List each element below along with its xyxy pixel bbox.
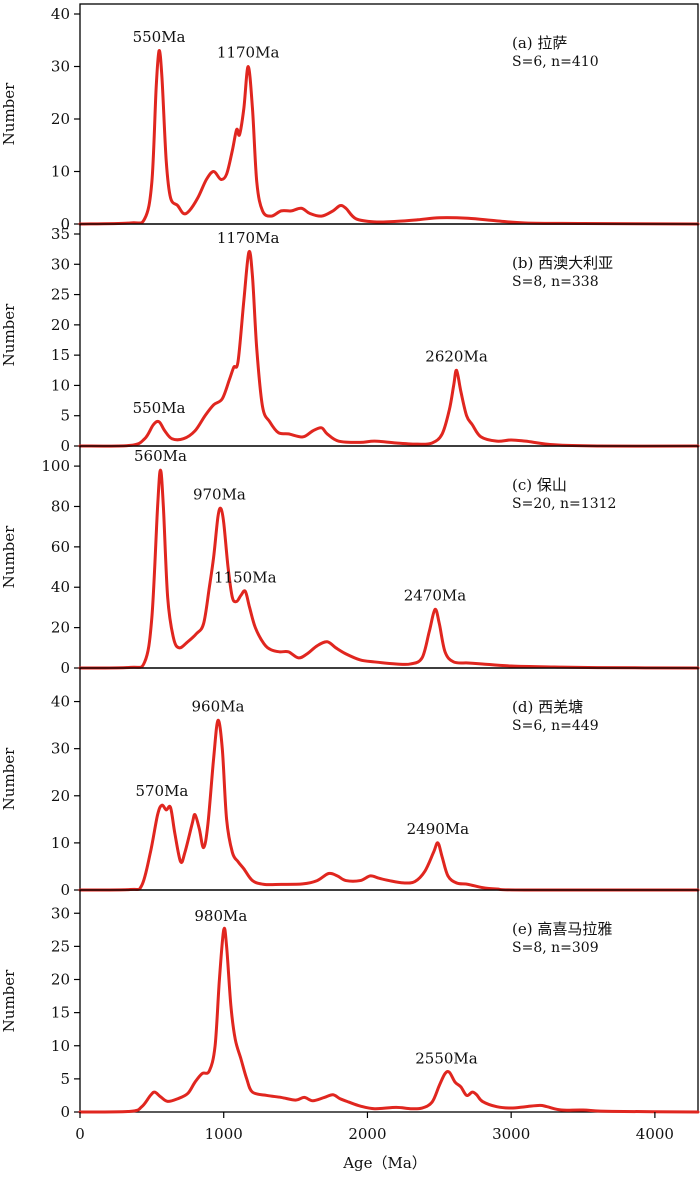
y-tick-label: 25 xyxy=(51,286,70,304)
peak-label: 1170Ma xyxy=(217,229,280,247)
y-axis-title: Number xyxy=(0,303,18,366)
peak-label: 980Ma xyxy=(194,907,247,925)
age-distribution-line xyxy=(78,718,700,892)
y-tick-label: 30 xyxy=(51,58,70,76)
y-tick-label: 0 xyxy=(60,437,70,455)
age-distribution-line xyxy=(78,468,700,670)
panel-b: 0 5 10 15 20 25 30 35 Number 550Ma 1170Ma 2620Ma (b)… xyxy=(0,223,700,455)
y-tick-label: 100 xyxy=(41,457,70,475)
y-tick-label: 20 xyxy=(51,619,70,637)
y-tick-label: 35 xyxy=(51,225,70,243)
peak-label: 970Ma xyxy=(193,485,246,503)
y-tick-label: 15 xyxy=(51,1004,70,1022)
y-tick-label: 5 xyxy=(60,1070,70,1088)
x-tick-label: 4000 xyxy=(636,1125,674,1143)
y-tick-label: 40 xyxy=(51,693,70,711)
panel-label: (e) 高喜马拉雅 xyxy=(512,920,612,938)
y-tick-label: 10 xyxy=(51,376,70,394)
panel-c: 0 20 40 60 80 100 Number 560Ma 970Ma 1150Ma 2470Ma… xyxy=(0,445,700,677)
x-tick-label: 0 xyxy=(75,1125,85,1143)
panel-label: (d) 西羌塘 xyxy=(512,698,583,716)
x-tick-label: 1000 xyxy=(205,1125,243,1143)
panel-group: 0 10 20 30 40 Number 550Ma 1170Ma (a) 拉萨 S=6, n=4… xyxy=(0,3,700,1121)
panel-d: 0 10 20 30 40 Number 570Ma 960Ma 2490Ma (d) 西羌塘 S=… xyxy=(0,667,700,899)
y-axis-title: Number xyxy=(0,969,18,1032)
panel-frame xyxy=(79,667,699,891)
y-tick-label: 25 xyxy=(51,937,70,955)
y-tick-label: 40 xyxy=(51,5,70,23)
y-tick-label: 10 xyxy=(51,834,70,852)
y-tick-label: 5 xyxy=(60,407,70,425)
age-distribution-line xyxy=(78,926,700,1114)
panel-label: (b) 西澳大利亚 xyxy=(512,254,613,272)
peak-label: 1150Ma xyxy=(214,568,277,586)
peak-label: 550Ma xyxy=(133,399,186,417)
peak-label: 960Ma xyxy=(192,697,245,715)
y-tick-label: 0 xyxy=(60,215,70,233)
peak-label: 2470Ma xyxy=(404,586,467,604)
y-tick-label: 10 xyxy=(51,163,70,181)
y-tick-label: 0 xyxy=(60,659,70,677)
y-tick-label: 15 xyxy=(51,346,70,364)
y-axis-title: Number xyxy=(0,747,18,810)
y-tick-label: 10 xyxy=(51,1037,70,1055)
peak-label: 560Ma xyxy=(134,447,187,465)
y-tick-label: 30 xyxy=(51,904,70,922)
peak-label: 2550Ma xyxy=(415,1049,478,1067)
age-distribution-line xyxy=(78,249,700,448)
panel-e: 0 5 10 15 20 25 30 Number 980Ma 2550Ma (e) 高喜马拉雅 S=… xyxy=(0,889,700,1121)
y-tick-label: 40 xyxy=(51,578,70,596)
panel-frame xyxy=(79,889,699,1113)
y-tick-label: 60 xyxy=(51,538,70,556)
panel-stats: S=6, n=410 xyxy=(512,54,599,70)
y-tick-label: 80 xyxy=(51,497,70,515)
y-tick-label: 30 xyxy=(51,740,70,758)
peak-label: 2490Ma xyxy=(407,820,470,838)
panel-stats: S=20, n=1312 xyxy=(512,496,616,512)
age-distribution-line xyxy=(78,49,700,226)
y-tick-label: 20 xyxy=(51,110,70,128)
x-axis-title: Age（Ma） xyxy=(342,1154,427,1172)
y-tick-label: 20 xyxy=(51,316,70,334)
y-tick-label: 20 xyxy=(51,971,70,989)
peak-label: 550Ma xyxy=(133,28,186,46)
panel-label: (c) 保山 xyxy=(512,476,567,494)
peak-label: 2620Ma xyxy=(425,347,488,365)
panel-stats: S=8, n=338 xyxy=(512,274,599,290)
y-tick-label: 20 xyxy=(51,787,70,805)
y-tick-label: 30 xyxy=(51,255,70,273)
y-tick-label: 0 xyxy=(60,1103,70,1121)
x-axis: 0 1000 2000 3000 4000 xyxy=(75,1112,674,1143)
x-tick-label: 2000 xyxy=(348,1125,386,1143)
y-axis-title: Number xyxy=(0,525,18,588)
y-axis-title: Number xyxy=(0,82,18,145)
x-tick-label: 3000 xyxy=(492,1125,530,1143)
y-tick-label: 0 xyxy=(60,881,70,899)
panel-label: (a) 拉萨 xyxy=(512,34,567,52)
peak-label: 570Ma xyxy=(135,782,188,800)
panel-stats: S=6, n=449 xyxy=(512,718,599,734)
peak-label: 1170Ma xyxy=(217,44,280,62)
panel-a: 0 10 20 30 40 Number 550Ma 1170Ma (a) 拉萨 S=6, n=4… xyxy=(0,3,700,233)
panel-stats: S=8, n=309 xyxy=(512,940,599,956)
